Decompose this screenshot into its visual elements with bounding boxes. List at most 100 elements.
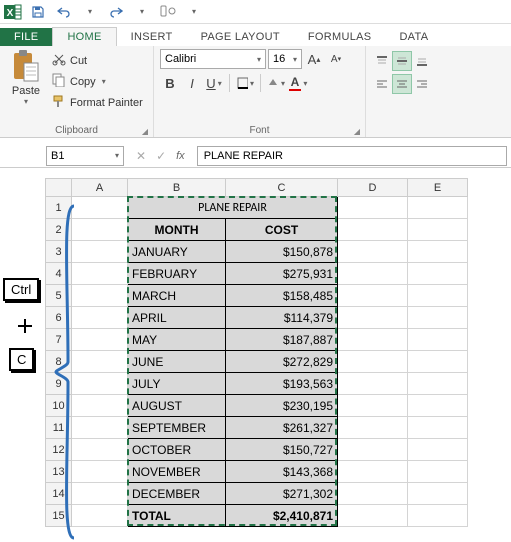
cell[interactable] [408, 241, 468, 263]
cell-header-month[interactable]: MONTH [128, 219, 226, 241]
tab-insert[interactable]: INSERT [117, 28, 187, 46]
copy-button[interactable]: Copy ▾ [50, 72, 145, 91]
cell-month[interactable]: JUNE [128, 351, 226, 373]
cell[interactable] [338, 439, 408, 461]
column-header[interactable]: C [226, 179, 338, 197]
cell-month[interactable]: OCTOBER [128, 439, 226, 461]
cell-month[interactable]: APRIL [128, 307, 226, 329]
tab-formulas[interactable]: FORMULAS [294, 28, 386, 46]
cell[interactable] [338, 197, 408, 219]
cell-cost[interactable]: $230,195 [226, 395, 338, 417]
align-left-button[interactable] [372, 74, 392, 94]
cell[interactable] [338, 285, 408, 307]
cell-cost[interactable]: $158,485 [226, 285, 338, 307]
cell-cost[interactable]: $150,878 [226, 241, 338, 263]
fx-icon[interactable]: fx [176, 150, 185, 162]
fill-color-button[interactable]: ▾ [266, 73, 286, 93]
cell[interactable] [408, 219, 468, 241]
cell[interactable] [338, 505, 408, 527]
cell-total-value[interactable]: $2,410,871 [226, 505, 338, 527]
tab-file[interactable]: FILE [0, 28, 52, 46]
align-top-button[interactable] [372, 51, 392, 71]
cell[interactable] [408, 351, 468, 373]
cell-month[interactable]: DECEMBER [128, 483, 226, 505]
cell-cost[interactable]: $275,931 [226, 263, 338, 285]
cell-month[interactable]: JANUARY [128, 241, 226, 263]
cancel-formula-icon[interactable]: ✕ [136, 149, 146, 163]
save-icon[interactable] [28, 2, 48, 22]
font-name-combo[interactable]: Calibri▾ [160, 49, 266, 69]
cell-month[interactable]: JULY [128, 373, 226, 395]
cell[interactable] [408, 373, 468, 395]
cell-cost[interactable]: $150,727 [226, 439, 338, 461]
cell[interactable] [408, 329, 468, 351]
font-expand-icon[interactable]: ◢ [352, 126, 362, 136]
align-bottom-button[interactable] [412, 51, 432, 71]
tab-data[interactable]: DATA [385, 28, 442, 46]
cell-cost[interactable]: $143,368 [226, 461, 338, 483]
decrease-font-button[interactable]: A▾ [326, 49, 346, 69]
align-middle-button[interactable] [392, 51, 412, 71]
column-header[interactable]: B [128, 179, 226, 197]
column-header[interactable]: D [338, 179, 408, 197]
cell[interactable] [338, 373, 408, 395]
undo-dropdown-icon[interactable]: ▾ [80, 2, 100, 22]
font-size-combo[interactable]: 16▾ [268, 49, 302, 69]
cell[interactable] [338, 219, 408, 241]
cell-title[interactable]: PLANE REPAIR [128, 197, 338, 219]
cell-cost[interactable]: $261,327 [226, 417, 338, 439]
cell[interactable] [338, 263, 408, 285]
cell-cost[interactable]: $187,887 [226, 329, 338, 351]
cell-total-label[interactable]: TOTAL [128, 505, 226, 527]
cell[interactable] [408, 461, 468, 483]
align-center-button[interactable] [392, 74, 412, 94]
cell[interactable] [408, 395, 468, 417]
tab-home[interactable]: HOME [52, 27, 116, 46]
qat-customize-icon[interactable]: ▾ [184, 2, 204, 22]
redo-dropdown-icon[interactable]: ▾ [132, 2, 152, 22]
cell-cost[interactable]: $114,379 [226, 307, 338, 329]
cut-button[interactable]: Cut [50, 51, 145, 70]
italic-button[interactable]: I [182, 73, 202, 93]
touch-mode-icon[interactable] [158, 2, 178, 22]
accept-formula-icon[interactable]: ✓ [156, 149, 166, 163]
cell[interactable] [338, 417, 408, 439]
increase-font-button[interactable]: A▴ [304, 49, 324, 69]
cell[interactable] [408, 483, 468, 505]
cell[interactable] [338, 329, 408, 351]
cell-month[interactable]: SEPTEMBER [128, 417, 226, 439]
cell[interactable] [408, 417, 468, 439]
font-color-button[interactable]: A▾ [288, 73, 308, 93]
format-painter-button[interactable]: Format Painter [50, 93, 145, 112]
cell[interactable] [408, 307, 468, 329]
clipboard-expand-icon[interactable]: ◢ [140, 126, 150, 136]
cell-cost[interactable]: $272,829 [226, 351, 338, 373]
cell-header-cost[interactable]: COST [226, 219, 338, 241]
cell[interactable] [408, 285, 468, 307]
underline-button[interactable]: U▾ [204, 73, 224, 93]
cell[interactable] [338, 483, 408, 505]
cell[interactable] [338, 395, 408, 417]
border-button[interactable]: ▾ [235, 73, 255, 93]
cell-month[interactable]: MARCH [128, 285, 226, 307]
cell-cost[interactable]: $271,302 [226, 483, 338, 505]
cell[interactable] [408, 197, 468, 219]
worksheet-grid[interactable]: ABCDE1PLANE REPAIR2MONTHCOST3JANUARY$150… [45, 178, 468, 527]
cell[interactable] [338, 241, 408, 263]
cell[interactable] [338, 461, 408, 483]
cell-cost[interactable]: $193,563 [226, 373, 338, 395]
formula-value[interactable]: PLANE REPAIR [197, 146, 507, 166]
name-box[interactable]: B1 ▾ [46, 146, 124, 166]
cell[interactable] [408, 505, 468, 527]
cell-month[interactable]: MAY [128, 329, 226, 351]
bold-button[interactable]: B [160, 73, 180, 93]
cell-month[interactable]: NOVEMBER [128, 461, 226, 483]
undo-icon[interactable] [54, 2, 74, 22]
column-header[interactable]: A [72, 179, 128, 197]
cell[interactable] [408, 263, 468, 285]
paste-button[interactable]: Paste ▾ [6, 49, 46, 112]
align-right-button[interactable] [412, 74, 432, 94]
redo-icon[interactable] [106, 2, 126, 22]
cell-month[interactable]: FEBRUARY [128, 263, 226, 285]
column-header[interactable]: E [408, 179, 468, 197]
